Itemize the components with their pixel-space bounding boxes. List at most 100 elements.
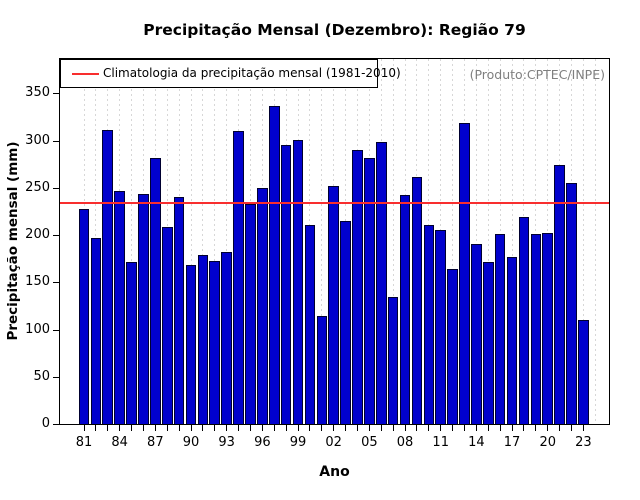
gridline (594, 59, 596, 424)
produto-annotation: (Produto:CPTEC/INPE) (469, 67, 605, 82)
x-tick (404, 425, 406, 431)
bar-1990 (185, 265, 197, 424)
bar-2017 (506, 256, 518, 424)
bar-2008 (399, 195, 411, 424)
gridline (321, 59, 323, 424)
legend: Climatologia da precipitação mensal (198… (60, 59, 401, 88)
gridline (392, 59, 394, 424)
y-tick-label: 250 (25, 179, 50, 195)
bar-1998 (280, 145, 292, 424)
gridline (452, 59, 454, 424)
x-tick (202, 425, 204, 431)
x-tick-label: 81 (75, 435, 93, 450)
bar-1983 (102, 130, 114, 424)
y-tick (53, 282, 59, 284)
x-tick (416, 425, 418, 431)
bar-1996 (257, 187, 268, 424)
x-tick (487, 425, 489, 431)
x-tick (83, 425, 85, 431)
x-tick (440, 425, 442, 431)
gridline (190, 59, 192, 424)
x-tick (392, 425, 394, 431)
x-tick (345, 425, 347, 431)
bar-2020 (542, 233, 554, 424)
x-tick (356, 425, 358, 431)
x-tick-label: 11 (432, 435, 449, 450)
bar-1999 (292, 139, 304, 424)
legend-line-sample (72, 73, 99, 75)
bar-2002 (328, 185, 339, 424)
x-tick-label: 05 (361, 435, 378, 450)
x-tick (190, 425, 192, 431)
gridline (582, 59, 584, 424)
y-tick (53, 93, 59, 95)
x-tick (285, 425, 287, 431)
x-tick (142, 425, 144, 431)
x-tick (511, 425, 513, 431)
y-tick-label: 0 (41, 416, 50, 431)
bar-1986 (138, 194, 149, 424)
legend-label: Climatologia da precipitação mensal (198… (103, 66, 401, 80)
bar-2000 (304, 224, 316, 424)
gridline (511, 59, 513, 424)
x-tick-label: 17 (503, 435, 521, 450)
x-tick (249, 425, 251, 431)
x-tick-label: 90 (182, 435, 200, 450)
x-tick (214, 425, 216, 431)
bar-1984 (114, 190, 125, 424)
bar-2010 (423, 224, 435, 424)
x-tick-label: 20 (539, 435, 556, 450)
x-tick (107, 425, 109, 431)
x-tick (321, 425, 323, 431)
x-tick (535, 425, 537, 431)
bar-1981 (78, 208, 90, 424)
x-tick (309, 425, 311, 431)
bar-2019 (530, 234, 542, 424)
x-tick (238, 425, 240, 431)
y-tick-label: 350 (25, 85, 50, 101)
x-tick (95, 425, 97, 431)
x-tick (333, 425, 335, 431)
bar-1993 (221, 252, 232, 424)
x-tick (499, 425, 501, 431)
x-tick-label: 08 (396, 435, 414, 450)
x-tick (452, 425, 454, 431)
bar-1992 (209, 261, 221, 424)
x-tick (380, 425, 382, 431)
x-tick (119, 425, 121, 431)
gridline (475, 59, 477, 424)
y-tick-label: 50 (33, 368, 50, 384)
bar-2011 (435, 230, 446, 424)
bar-2005 (364, 158, 375, 424)
bar-2006 (375, 142, 387, 424)
bar-1989 (173, 197, 185, 424)
y-tick-label: 100 (25, 321, 50, 337)
bar-1985 (126, 262, 137, 424)
x-tick (131, 425, 133, 431)
x-tick (582, 425, 584, 431)
y-tick (53, 376, 59, 378)
x-tick-label: 93 (218, 435, 235, 450)
bar-2014 (471, 243, 482, 424)
y-tick (53, 187, 59, 189)
bar-1982 (90, 237, 102, 424)
gridline (226, 59, 228, 424)
bar-2016 (494, 234, 506, 424)
x-tick-label: 14 (468, 435, 485, 450)
x-tick (297, 425, 299, 431)
bar-2001 (316, 316, 328, 424)
bar-2013 (459, 122, 470, 424)
bar-1987 (150, 157, 161, 424)
bar-2012 (447, 269, 458, 424)
y-tick-label: 300 (25, 132, 50, 148)
chart-title: Precipitação Mensal (Dezembro): Região 7… (143, 21, 526, 39)
plot-area: Climatologia da precipitação mensal (198… (59, 58, 610, 425)
x-tick (475, 425, 477, 431)
gridline (487, 59, 489, 424)
x-tick (571, 425, 572, 431)
x-tick-label: 87 (147, 435, 164, 450)
y-tick (53, 424, 59, 425)
bar-2021 (554, 165, 565, 424)
y-tick (53, 329, 59, 331)
bar-2018 (518, 217, 530, 424)
